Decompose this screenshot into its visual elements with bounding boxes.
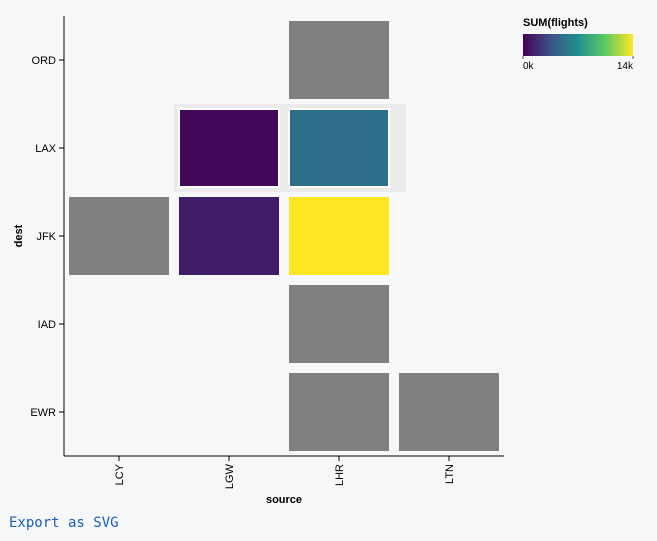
x-tick-label-lgw: LGW — [224, 463, 236, 489]
y-axis-title: dest — [13, 224, 25, 247]
x-tick-label-lhr: LHR — [334, 464, 346, 486]
heatmap-cell-lhr-jfk[interactable] — [289, 197, 389, 275]
legend-max-label: 14k — [617, 61, 634, 72]
y-tick-label-ewr: EWR — [30, 407, 56, 419]
y-tick-label-jfk: JFK — [36, 231, 56, 243]
y-tick-label-ord: ORD — [32, 55, 57, 67]
heatmap-chart: ORD LAX JFK IAD EWR LCY LGW LHR LTN source dest SUM… — [13, 16, 634, 506]
heatmap-cell-ltn-ewr[interactable] — [399, 373, 499, 451]
heatmap-cell-lhr-ord[interactable] — [289, 21, 389, 99]
legend-gradient — [523, 34, 633, 56]
y-tick-label-lax: LAX — [35, 143, 56, 155]
export-svg-link[interactable]: Export as SVG — [9, 515, 119, 531]
x-tick-label-lcy: LCY — [114, 463, 126, 485]
x-axis-title: source — [266, 494, 302, 506]
legend-min-label: 0k — [523, 61, 535, 72]
heatmap-cell-lcy-jfk[interactable] — [69, 197, 169, 275]
x-tick-label-ltn: LTN — [444, 464, 456, 484]
heatmap-cell-lhr-iad[interactable] — [289, 285, 389, 363]
heatmap-cell-lgw-lax[interactable] — [178, 108, 280, 188]
heatmap-cell-lhr-lax[interactable] — [288, 108, 390, 188]
y-tick-label-iad: IAD — [38, 319, 56, 331]
heatmap-cell-lhr-ewr[interactable] — [289, 373, 389, 451]
legend-title: SUM(flights) — [523, 17, 588, 29]
heatmap-cell-lgw-jfk[interactable] — [179, 197, 279, 275]
